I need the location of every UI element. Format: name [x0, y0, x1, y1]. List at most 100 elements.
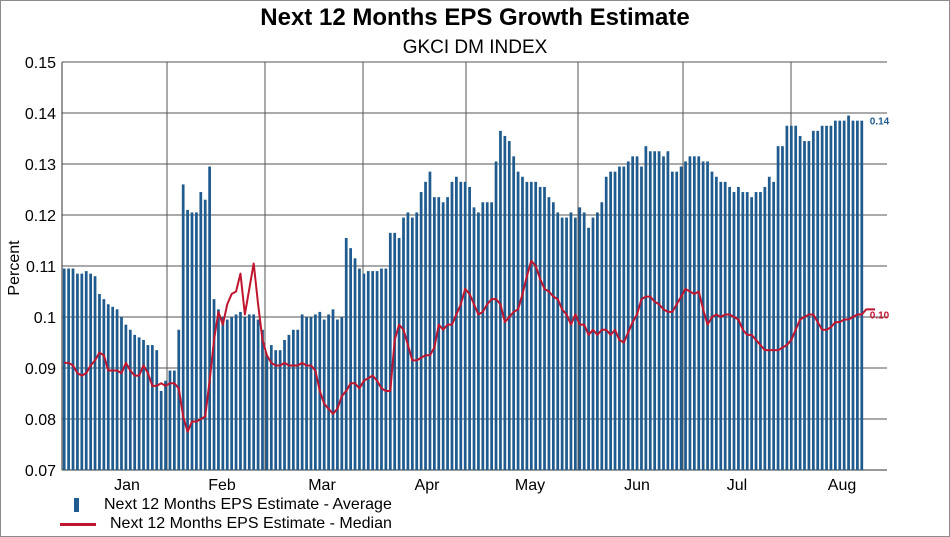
bar-average [807, 141, 811, 471]
bar-average [574, 217, 577, 470]
y-tick-label: 0.08 [25, 412, 56, 429]
bar-average [256, 319, 260, 470]
bar-average [159, 390, 163, 470]
line-median [64, 259, 876, 433]
bar-average [150, 345, 154, 470]
bar-average [657, 151, 661, 470]
bar-average [499, 130, 502, 470]
bar-average [89, 273, 93, 470]
bar-average [327, 314, 330, 470]
bar-average [199, 192, 203, 471]
legend-item-average: Next 12 Months EPS Estimate - Average [64, 496, 392, 514]
y-tick-label: 0.15 [25, 55, 56, 72]
bar-average [759, 192, 762, 471]
bar-average [675, 171, 679, 470]
bar-average [173, 370, 176, 470]
bar-average [763, 186, 767, 470]
bar-average [265, 355, 269, 470]
bar-average [128, 329, 132, 470]
bar-average [662, 156, 665, 470]
y-tick-label: 0.1 [34, 310, 56, 327]
bar-average [331, 309, 335, 470]
bar-average [190, 212, 194, 470]
bar-average [715, 176, 718, 470]
y-tick-label: 0.07 [25, 463, 56, 480]
bar-average [477, 212, 480, 470]
bar-average [155, 350, 159, 470]
bar-average [503, 135, 507, 470]
bar-average [322, 319, 326, 470]
chart-title: Next 12 Months EPS Growth Estimate [260, 4, 690, 31]
bar-average [472, 207, 476, 470]
bar-average [609, 171, 612, 470]
bar-average [278, 350, 282, 470]
bar-average [551, 202, 555, 470]
bar-average [688, 156, 692, 470]
bar-average [424, 181, 427, 470]
end-label-average: 0.14 [870, 117, 890, 128]
bar-average [274, 350, 278, 470]
bar-average [402, 217, 405, 470]
bar-average [283, 339, 286, 470]
bar-average [120, 317, 123, 470]
x-tick-label: Feb [208, 477, 236, 494]
bar-average [186, 209, 189, 470]
bar-average [375, 271, 379, 470]
bar-average [446, 197, 449, 470]
bar-average [842, 120, 846, 471]
bar-average [441, 202, 445, 470]
bar-average [723, 181, 727, 470]
bar-average [415, 212, 419, 470]
bar-average [455, 176, 458, 470]
bar-average [146, 345, 150, 470]
bar-average [653, 151, 657, 470]
bar-average [851, 120, 855, 471]
bar-average [481, 202, 485, 470]
bar-average [239, 311, 242, 470]
bar-average [300, 314, 304, 470]
legend-item-median: Next 12 Months EPS Estimate - Median [60, 515, 392, 533]
bar-average [287, 334, 291, 470]
bar-average [772, 181, 776, 470]
y-tick-label: 0.13 [25, 157, 56, 174]
bar-average [648, 151, 652, 470]
bar-average [587, 227, 590, 470]
y-tick-label: 0.11 [26, 259, 56, 276]
bar-average [798, 135, 802, 470]
bar-average [62, 268, 66, 470]
bar-average [631, 156, 635, 470]
bar-average [697, 156, 701, 470]
bar-average [230, 317, 234, 470]
bar-average [212, 299, 216, 470]
bar-average [261, 329, 264, 470]
bar-average [84, 271, 88, 470]
bar-average [195, 212, 198, 470]
bar-average [525, 181, 529, 470]
bar-average [706, 161, 709, 470]
bar-average [538, 186, 542, 470]
bar-average [565, 217, 568, 470]
bar-average [811, 130, 815, 470]
x-tick-label: Mar [308, 477, 336, 494]
bar-average [142, 339, 145, 470]
bar-average [221, 317, 225, 470]
bar-average [767, 176, 771, 470]
bar-average [794, 125, 798, 470]
bar-average [644, 146, 648, 470]
bar-average [432, 197, 436, 470]
bar-average [80, 273, 84, 470]
bar-average [93, 276, 97, 470]
bar-average [309, 317, 313, 470]
bar-average [728, 186, 731, 470]
bar-average [803, 141, 806, 471]
bar-average [829, 125, 833, 470]
bar-average [737, 186, 740, 470]
bar-average [388, 232, 392, 470]
bar-average [521, 176, 524, 470]
bar-average [406, 212, 410, 470]
bar-average [291, 329, 295, 470]
bar-average [750, 197, 753, 470]
bar-average [71, 268, 75, 470]
bar-average [208, 166, 211, 471]
